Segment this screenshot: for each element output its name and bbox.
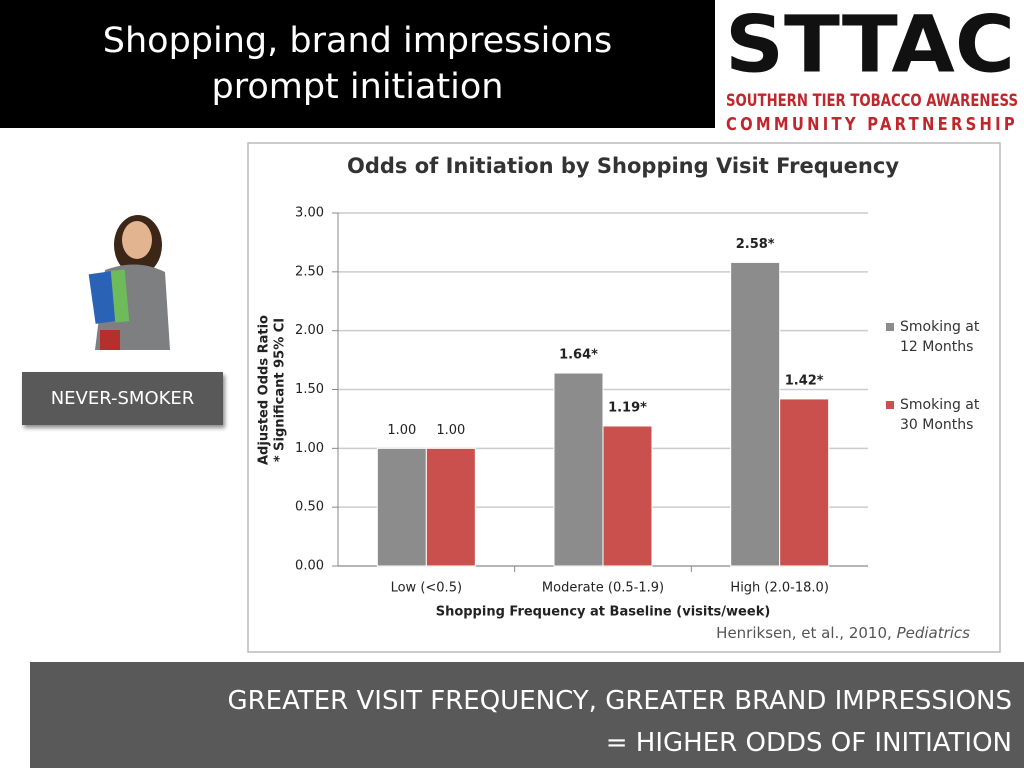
chart-frame (247, 142, 1001, 653)
y-tick-label: 0.50 (295, 500, 324, 515)
citation-journal: Pediatrics (896, 624, 970, 642)
data-label: 1.19* (608, 400, 647, 415)
data-label: 2.58* (736, 237, 775, 252)
y-axis-label: Adjusted Odds Ratio (257, 315, 272, 465)
legend-label: Smoking at 12 Months (900, 319, 980, 355)
y-tick-label: 0.00 (295, 559, 324, 574)
legend-swatch (886, 401, 894, 409)
slide-title-text: Shopping, brand impressions prompt initi… (102, 21, 613, 107)
bar (779, 398, 830, 567)
x-tick-label: Low (<0.5) (391, 581, 462, 596)
data-label: 1.00 (436, 423, 465, 438)
data-label: 1.00 (387, 423, 416, 438)
y-tick-label: 1.00 (295, 441, 324, 456)
bar (602, 425, 653, 567)
x-axis-label: Shopping Frequency at Baseline (visits/w… (436, 605, 771, 620)
logo: STTAC SOUTHERN TIER TOBACCO AWARENESS CO… (725, 0, 1018, 135)
bar (730, 261, 781, 567)
bar (376, 447, 427, 567)
never-smoker-label: NEVER-SMOKER (22, 372, 223, 425)
banner-line: GREATER VISIT FREQUENCY, GREATER BRAND I… (227, 686, 1012, 716)
banner-line: = HIGHER ODDS OF INITIATION (605, 728, 1012, 758)
slide-title: Shopping, brand impressions prompt initi… (0, 0, 715, 128)
y-tick-label: 3.00 (295, 206, 324, 221)
banner: GREATER VISIT FREQUENCY, GREATER BRAND I… (30, 662, 1024, 768)
x-tick-label: Moderate (0.5-1.9) (542, 581, 664, 596)
legend-label: Smoking at 30 Months (900, 397, 980, 433)
legend-swatch (886, 323, 894, 331)
data-label: 1.42* (785, 373, 824, 388)
logo-line: SOUTHERN TIER TOBACCO AWARENESS (726, 91, 1018, 111)
data-label: 1.64* (559, 348, 598, 363)
citation: Henriksen, et al., 2010, Pediatrics (600, 624, 970, 642)
y-tick-label: 1.50 (295, 382, 324, 397)
logo-name: STTAC (725, 0, 1015, 90)
citation-text: Henriksen, et al., 2010, (716, 624, 892, 642)
girl-picture (88, 215, 170, 350)
y-tick-label: 2.00 (295, 323, 324, 338)
bar (553, 372, 604, 567)
y-tick-label: 2.50 (295, 264, 324, 279)
y-axis-label: * Significant 95% CI (273, 318, 288, 462)
bar (425, 447, 476, 567)
x-tick-label: High (2.0-18.0) (730, 581, 828, 596)
logo-line: COMMUNITY PARTNERSHIP (726, 114, 1018, 135)
chart-title: Odds of Initiation by Shopping Visit Fre… (347, 154, 899, 178)
